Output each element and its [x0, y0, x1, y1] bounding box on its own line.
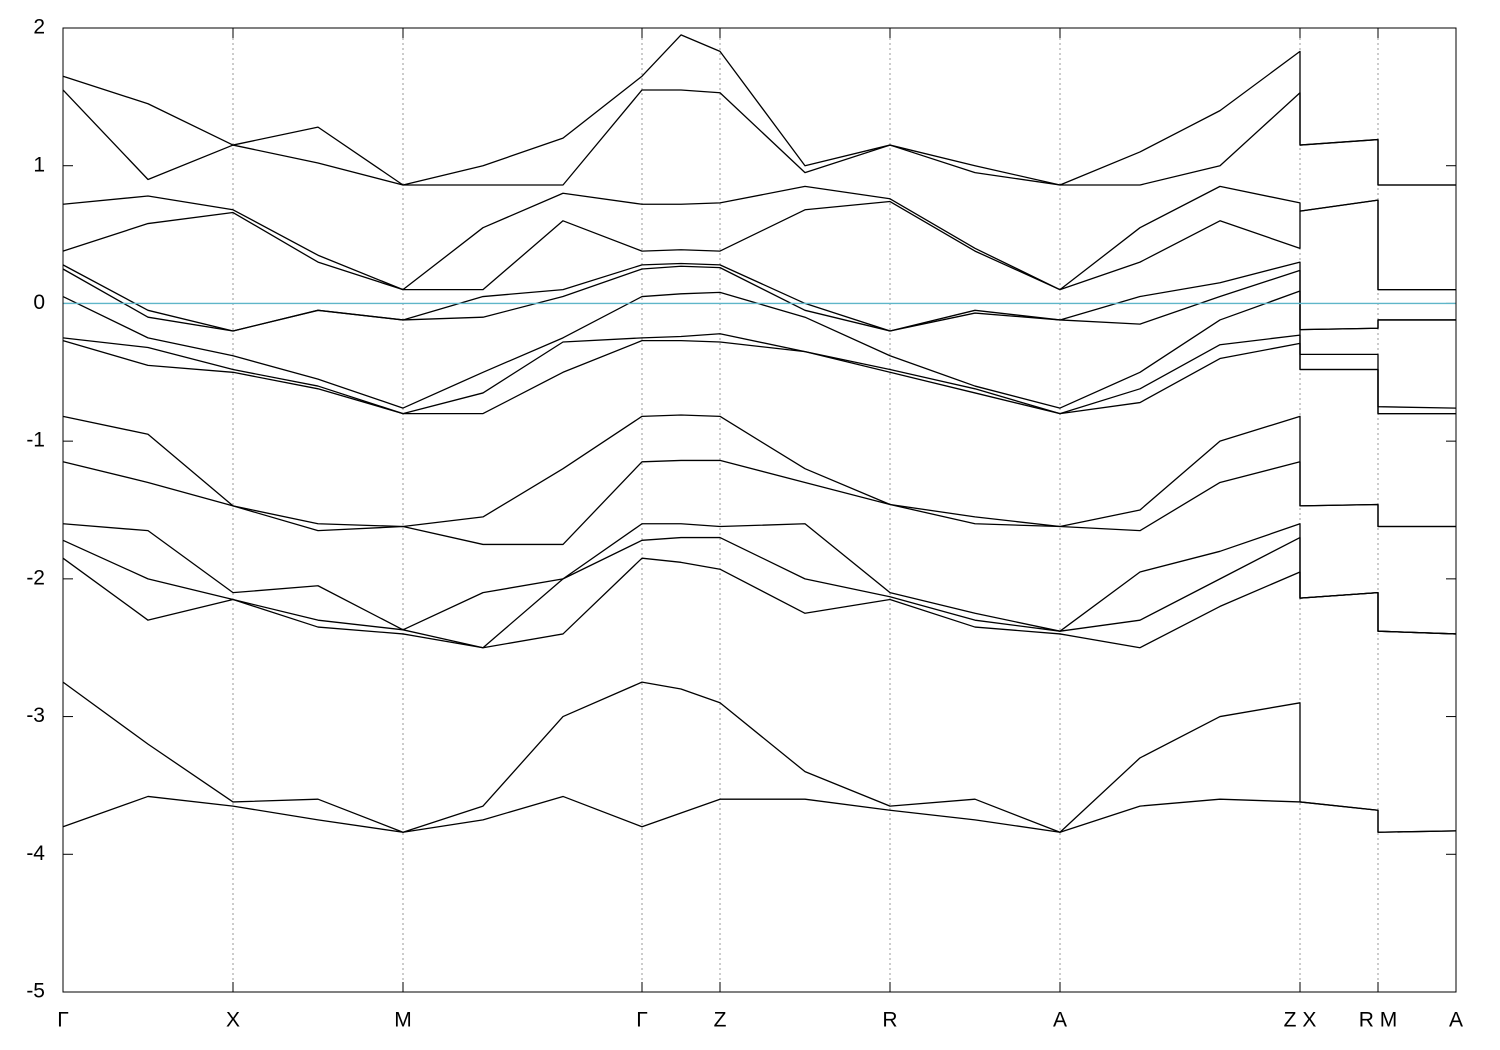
- x-tick-label: Z: [714, 1009, 727, 1032]
- band-line: [62, 290, 1457, 409]
- band-line: [62, 34, 1456, 186]
- band-line: [62, 333, 1456, 415]
- band-line: [62, 795, 1457, 833]
- band-line: [62, 199, 1456, 291]
- band-line: [62, 681, 1457, 833]
- x-tick-label: Γ: [57, 1009, 69, 1032]
- plot-frame: [62, 27, 1457, 993]
- label-layer: -5 -4 -3 -2 -1 0 1 2 Γ X M Γ Z R A Z X R M A: [26, 16, 1463, 1032]
- x-tick-label: M: [394, 1009, 412, 1032]
- y-tick-label: -3: [26, 704, 45, 727]
- x-tick-label: R M: [1359, 1009, 1398, 1032]
- y-tick-label: -4: [26, 842, 45, 865]
- x-tick-label: X: [226, 1009, 240, 1032]
- band-line: [62, 557, 1457, 649]
- y-tick-label: -2: [26, 566, 45, 589]
- x-tick-label: A: [1053, 1009, 1067, 1032]
- y-tick-label: 0: [33, 291, 45, 314]
- band-line: [62, 339, 1456, 415]
- y-tick-label: 2: [33, 16, 45, 39]
- y-tick-label: 1: [33, 153, 45, 176]
- band-line: [62, 536, 1457, 649]
- x-tick-label: A: [1449, 1009, 1463, 1032]
- grid-layer: [62, 27, 1457, 993]
- y-tick-label: -5: [26, 980, 45, 1003]
- band-line: [62, 261, 1456, 332]
- band-line: [62, 89, 1456, 186]
- band-layer: [62, 34, 1457, 833]
- x-tick-label: Z X: [1284, 1009, 1317, 1032]
- x-tick-label: Γ: [636, 1009, 648, 1032]
- band-line: [62, 459, 1456, 546]
- band-line: [62, 185, 1456, 291]
- band-line: [62, 523, 1457, 635]
- y-tick-label: -1: [26, 429, 45, 452]
- x-tick-label: R: [882, 1009, 897, 1032]
